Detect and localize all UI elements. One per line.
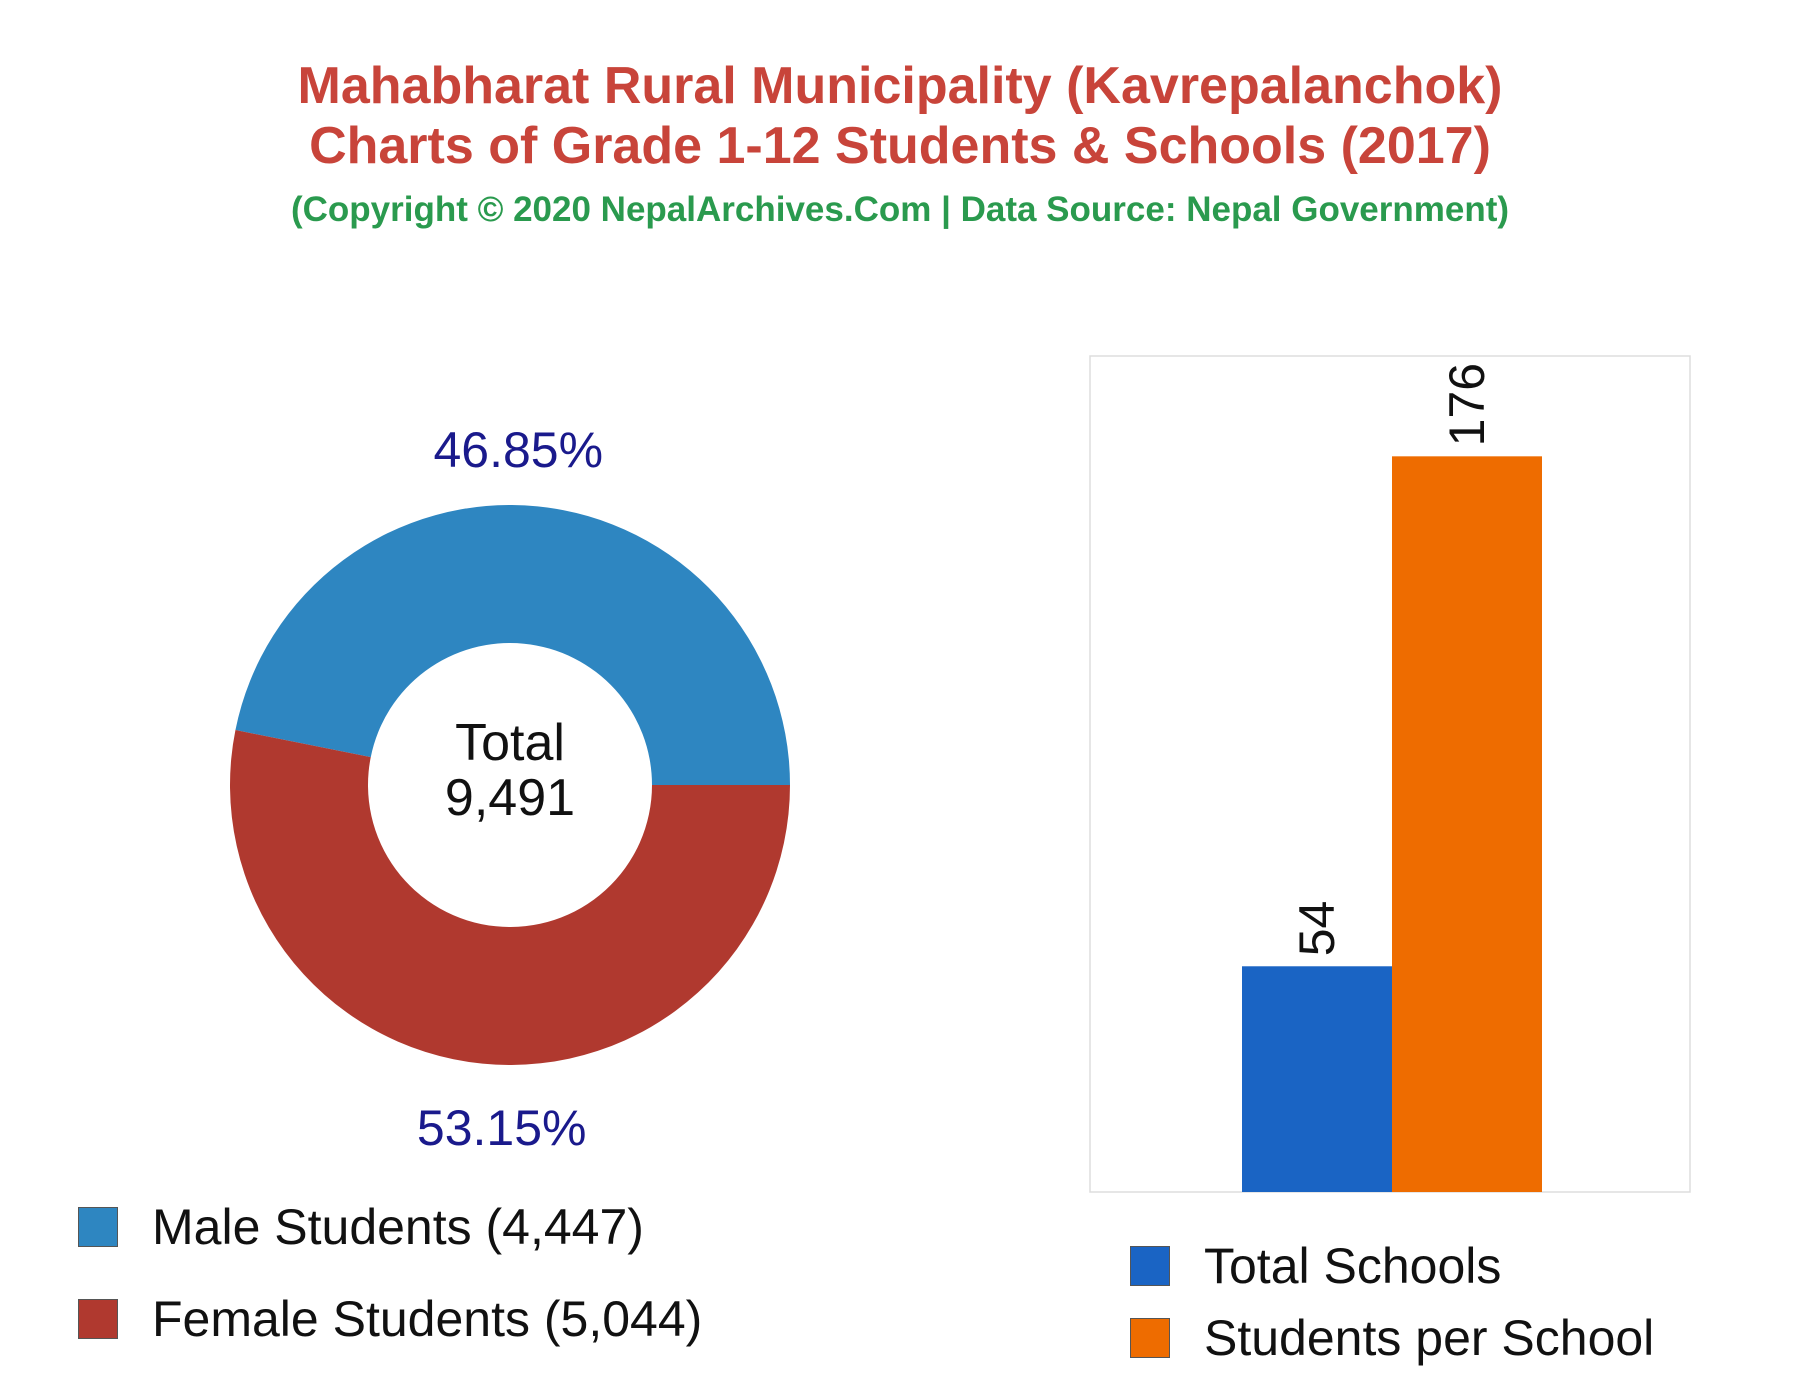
legend-item-male: Male Students (4,447) [78, 1198, 644, 1256]
donut-center-value: 9,491 [445, 769, 575, 827]
legend-item-total-schools: Total Schools [1130, 1237, 1501, 1295]
legend-swatch-female [78, 1299, 118, 1339]
legend-item-students-per-school: Students per School [1130, 1309, 1654, 1367]
donut-slice-female [230, 730, 790, 1066]
donut-slice-male [235, 505, 790, 785]
bar-label-total-schools: 54 [1289, 901, 1345, 957]
bar-chart: 54 176 [1242, 363, 1542, 1192]
legend-swatch-total-schools [1130, 1246, 1170, 1286]
donut-chart: 46.85% 53.15% [230, 422, 790, 1156]
donut-label-male-percent: 46.85% [433, 422, 603, 478]
legend-swatch-male [78, 1207, 118, 1247]
legend-label-female: Female Students (5,044) [152, 1291, 703, 1347]
legend-label-total-schools: Total Schools [1204, 1238, 1502, 1294]
donut-label-female-percent: 53.15% [417, 1100, 587, 1156]
chart-title-line-2: Charts of Grade 1-12 Students & Schools … [309, 117, 1491, 175]
bar-label-students-per-school: 176 [1439, 363, 1495, 446]
legend-swatch-students-per-school [1130, 1318, 1170, 1358]
legend-item-female: Female Students (5,044) [78, 1290, 702, 1348]
chart-title-line-1: Mahabharat Rural Municipality (Kavrepala… [297, 57, 1503, 115]
donut-center-label: Total [455, 714, 565, 772]
chart-subtitle: (Copyright © 2020 NepalArchives.Com | Da… [290, 190, 1510, 229]
bar-students-per-school [1392, 456, 1542, 1192]
legend-label-male: Male Students (4,447) [152, 1199, 644, 1255]
bar-total-schools [1242, 966, 1392, 1192]
legend-label-students-per-school: Students per School [1204, 1310, 1655, 1366]
